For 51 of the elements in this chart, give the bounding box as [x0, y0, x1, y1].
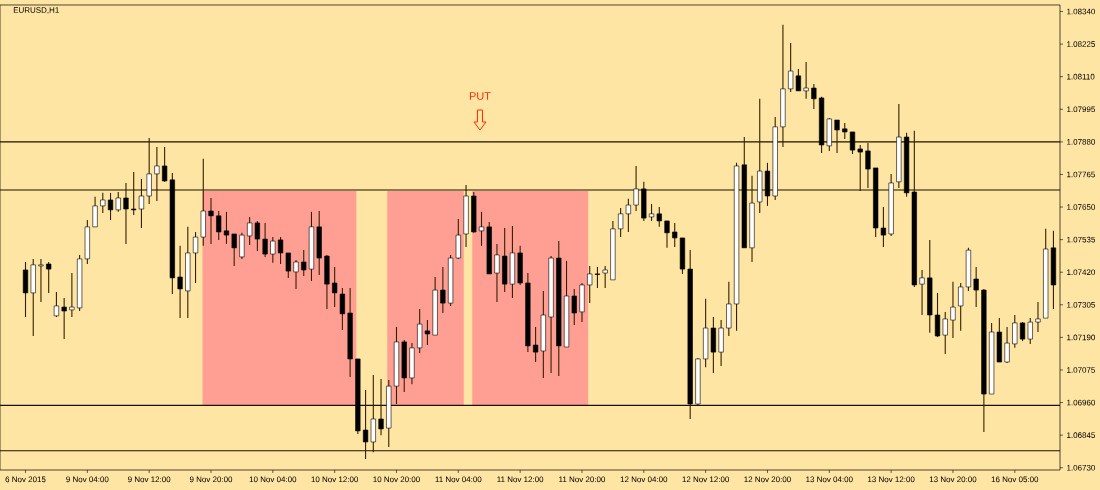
candlestick — [378, 378, 384, 436]
candlestick — [1004, 326, 1010, 364]
candlestick — [602, 265, 608, 289]
candlestick — [262, 222, 268, 258]
candlestick — [223, 211, 230, 245]
candlestick — [53, 291, 60, 318]
candlestick — [38, 258, 44, 303]
candlestick — [1019, 321, 1026, 342]
candlestick — [834, 119, 840, 154]
annotation: PUT — [469, 92, 491, 100]
candlestick — [146, 137, 152, 205]
candlestick — [571, 288, 577, 326]
candlestick — [973, 266, 979, 308]
candlestick — [192, 231, 199, 284]
candlestick — [123, 182, 129, 245]
candlestick — [803, 61, 809, 100]
candlestick — [231, 233, 237, 267]
candlestick — [865, 142, 871, 189]
candlestick — [301, 249, 307, 277]
candlestick — [115, 191, 121, 213]
candlestick — [293, 259, 299, 290]
candlestick — [107, 192, 114, 221]
candlestick — [154, 146, 160, 202]
candlestick — [1035, 301, 1041, 333]
candlestick — [656, 206, 662, 228]
candlestick — [270, 236, 276, 264]
candlestick — [22, 261, 29, 318]
candlestick — [919, 269, 925, 316]
candlestick — [811, 83, 817, 110]
candlestick — [440, 266, 446, 314]
candlestick — [478, 211, 485, 247]
candlestick — [950, 281, 956, 339]
candlestick — [46, 261, 52, 294]
candlestick — [69, 272, 75, 318]
candlestick — [208, 197, 214, 245]
candlestick — [61, 297, 67, 340]
candlestick — [857, 144, 863, 192]
candlestick — [942, 311, 948, 355]
candlestick — [239, 232, 245, 260]
candlestick — [934, 292, 941, 338]
candlestick — [216, 210, 222, 241]
candlestick — [494, 243, 500, 303]
candlestick — [664, 220, 670, 249]
candlestick — [849, 131, 856, 155]
candlestick — [633, 165, 639, 212]
candlestick — [1027, 317, 1033, 345]
candlestick — [177, 245, 183, 319]
candlestick — [92, 196, 98, 228]
candlestick — [100, 192, 106, 214]
candlestick — [1012, 314, 1018, 349]
candlestick — [672, 222, 678, 248]
